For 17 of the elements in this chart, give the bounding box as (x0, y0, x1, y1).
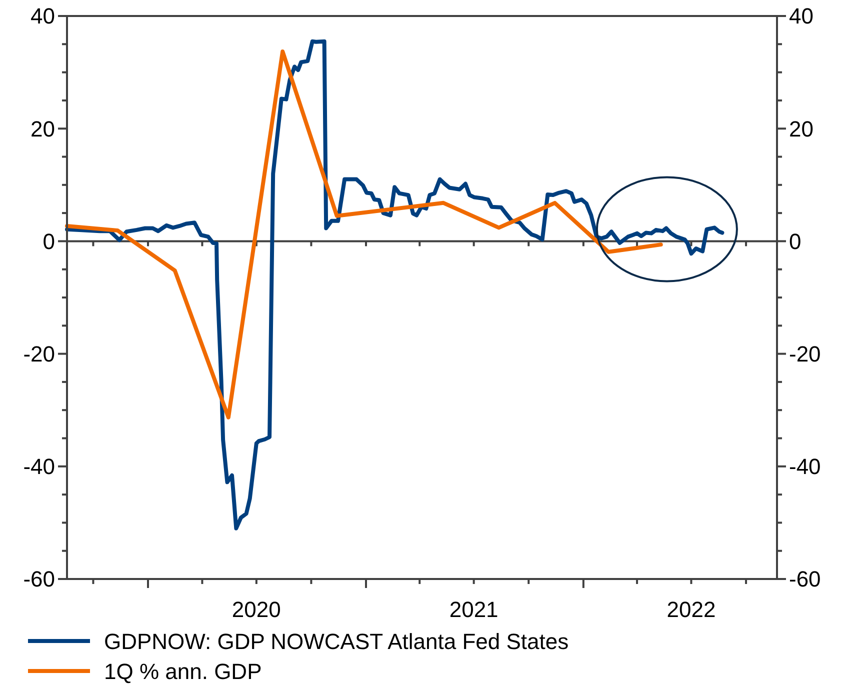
y2-tick-label: -60 (789, 566, 821, 592)
x-tick-label: 2020 (232, 597, 281, 622)
y2-tick-label: -40 (789, 454, 821, 480)
y-tick-label: 40 (30, 4, 55, 29)
y-tick-label: -20 (23, 342, 55, 366)
y-tick-label: -40 (23, 454, 55, 480)
y2-tick-label: 0 (789, 228, 802, 254)
y-tick-label: 20 (30, 116, 55, 142)
y2-tick-label: 20 (789, 116, 814, 142)
x-tick-label: 2021 (449, 597, 498, 622)
y2-tick-label: 40 (789, 4, 814, 29)
legend-label: GDPNOW: GDP NOWCAST Atlanta Fed States (104, 629, 569, 654)
legend-label: 1Q % ann. GDP (104, 659, 262, 684)
x-tick-label: 2022 (666, 597, 716, 622)
y-tick-label: -60 (23, 566, 55, 592)
y2-tick-label: -20 (789, 342, 821, 366)
y-tick-label: 0 (42, 228, 55, 254)
